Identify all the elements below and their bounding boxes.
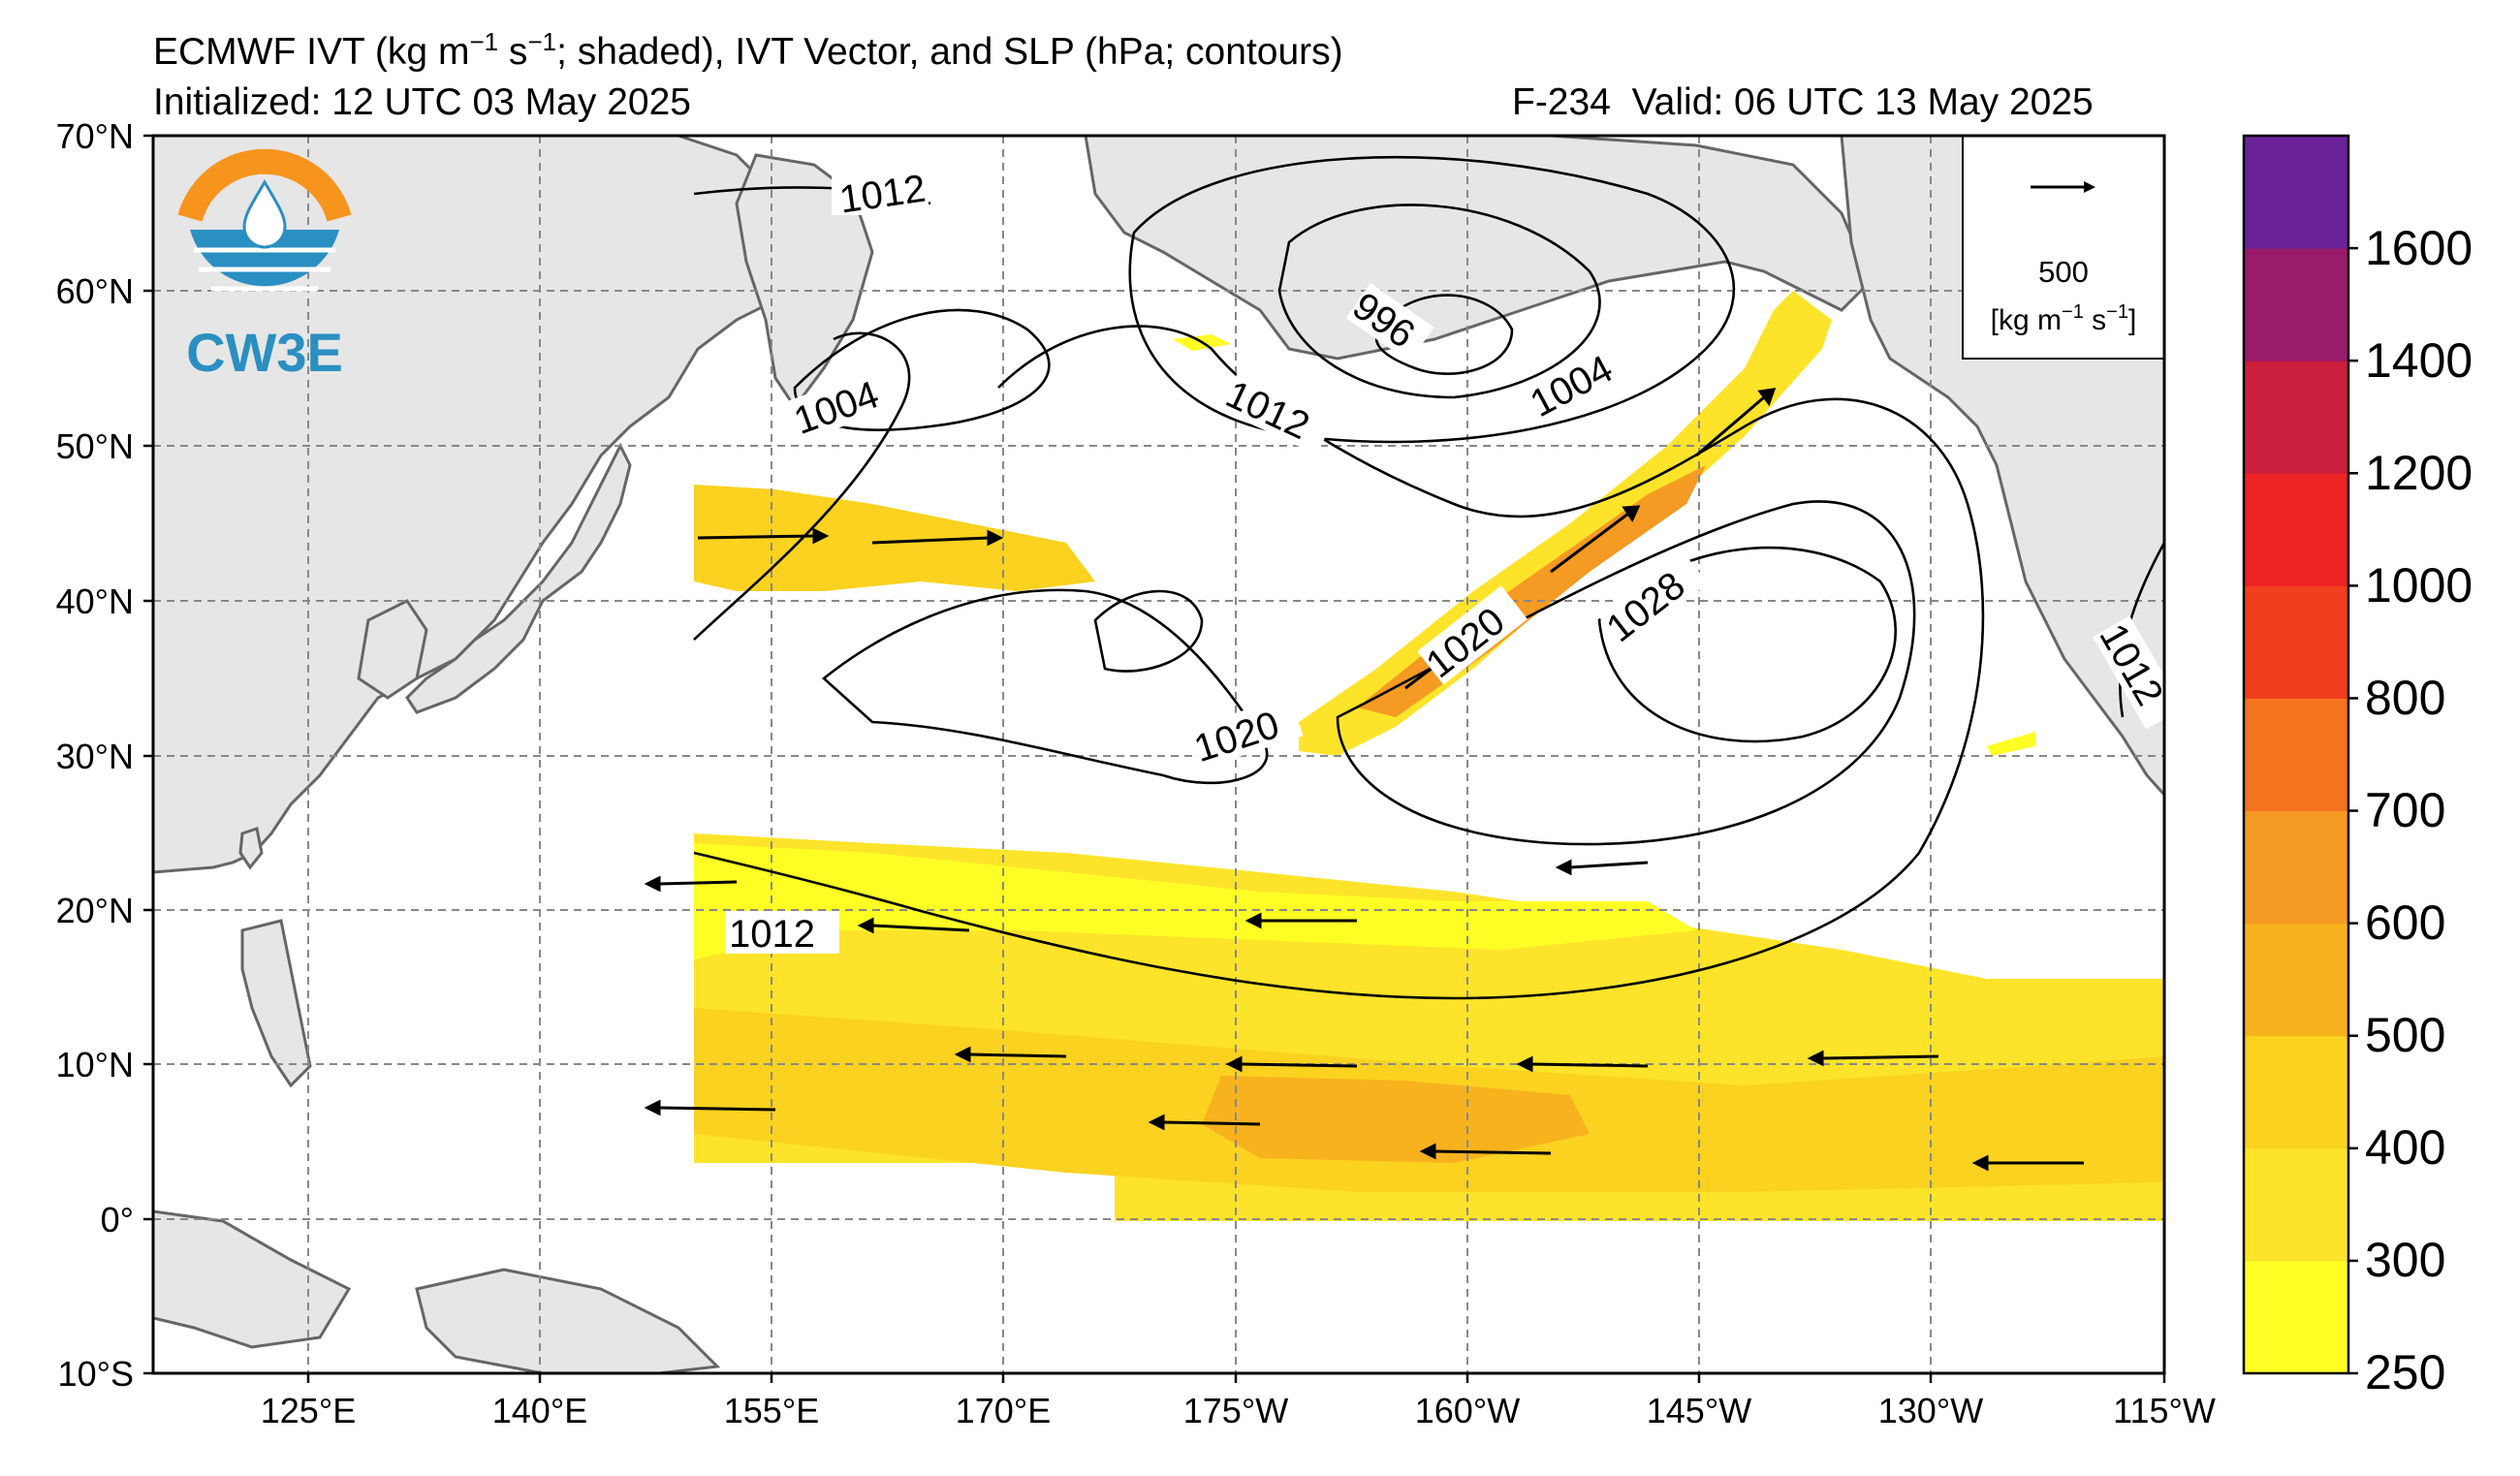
slp-contour-1012-west xyxy=(693,331,911,641)
logo-water-icon xyxy=(190,230,339,287)
axis-ticks xyxy=(143,134,2166,1383)
colorbar-segment xyxy=(2244,1147,2348,1262)
lat-label: 20°N xyxy=(56,891,134,930)
lon-label: 155°E xyxy=(724,1391,819,1430)
ivt-vector xyxy=(1971,1154,2084,1172)
land-taiwan xyxy=(238,827,264,870)
slp-contour-1004-inner xyxy=(1277,204,1601,399)
lat-labels: 70°N 60°N 50°N 40°N 30°N 20°N 10°N 0° 10… xyxy=(56,116,134,1394)
ivt-vector xyxy=(1807,1050,1939,1067)
initialized-time: Initialized: 12 UTC 03 May 2025 xyxy=(153,81,691,123)
colorbar-label: 400 xyxy=(2365,1120,2445,1175)
lon-label: 130°W xyxy=(1878,1391,1983,1430)
lon-label: 125°E xyxy=(261,1391,356,1430)
colorbar-segment xyxy=(2244,136,2348,249)
colorbar-label: 800 xyxy=(2365,671,2445,725)
ivt-vector xyxy=(1695,388,1777,457)
ivt-vector xyxy=(1225,1055,1358,1073)
ivt-vector xyxy=(1550,505,1641,574)
slp-contour-1028 xyxy=(1597,546,1897,743)
lat-label: 10°N xyxy=(56,1045,134,1084)
colorbar-frame xyxy=(2242,134,2350,1375)
slp-contour-1012-north xyxy=(1128,155,1736,444)
logo-text: CW3E xyxy=(186,322,343,383)
vector-key-arrow-icon xyxy=(2084,181,2095,193)
colorbar-segment xyxy=(2244,1035,2348,1149)
ivt-vector xyxy=(1419,1143,1552,1160)
ivt-vector xyxy=(871,529,1004,547)
vector-key-units: [kg m−1 s−1] xyxy=(1991,301,2137,336)
colorbar-label: 1600 xyxy=(2365,221,2473,275)
colorbar-label: 1400 xyxy=(2365,333,2473,388)
land-philippines xyxy=(240,919,312,1088)
ivt-shading xyxy=(694,291,2164,1221)
lon-label: 140°E xyxy=(492,1391,587,1430)
colorbar-label: 500 xyxy=(2365,1008,2445,1062)
ivt-nw-plume xyxy=(694,485,1095,591)
lat-label: 70°N xyxy=(56,116,134,156)
ivt-vector xyxy=(954,1046,1067,1063)
forecast-hour: F-234 xyxy=(1512,81,1611,123)
slp-label-1012-south: 1012 xyxy=(729,913,815,956)
slp-contour-low-996 xyxy=(1374,294,1514,375)
ivt-vector xyxy=(1516,1055,1649,1073)
lat-label: 0° xyxy=(101,1200,134,1240)
lon-label: 170°E xyxy=(956,1391,1051,1430)
colorbar-label: 600 xyxy=(2365,895,2445,950)
slp-contour-1020-small xyxy=(1093,589,1204,673)
ivt-vector xyxy=(1555,859,1649,876)
ivt-vector xyxy=(644,875,738,893)
lon-labels: 125°E 140°E 155°E 170°E 175°W 160°W 145°… xyxy=(261,1391,2216,1430)
water-drop-icon xyxy=(242,179,287,249)
ivt-vector xyxy=(1244,912,1357,929)
ivt-vector xyxy=(1148,1114,1261,1131)
colorbar-label: 300 xyxy=(2365,1233,2445,1287)
logo-ring-icon xyxy=(177,148,352,222)
land-japan xyxy=(405,442,632,714)
colorbar-label: 700 xyxy=(2365,783,2445,837)
cw3e-logo: CW3E xyxy=(177,148,352,383)
colorbar-label: 250 xyxy=(2365,1345,2445,1399)
ivt-small-plume2 xyxy=(1987,732,2035,756)
land-indonesia xyxy=(153,1209,352,1349)
valid-date: Valid: 06 UTC 13 May 2025 xyxy=(1631,81,2094,123)
lon-label: 145°W xyxy=(1647,1391,1751,1430)
ivt-vector xyxy=(644,1099,776,1116)
chart-title: ECMWF IVT (kg m−1 s−1; shaded), IVT Vect… xyxy=(153,27,1343,73)
slp-contour-1020-east xyxy=(1336,500,1916,846)
land-korea xyxy=(357,599,428,700)
valid-time: F-234 Valid: 06 UTC 13 May 2025 xyxy=(1512,83,2094,121)
colorbar-segment xyxy=(2244,473,2348,586)
ivt-atmospheric-river xyxy=(1299,291,1832,756)
land-new-guinea xyxy=(415,1268,721,1373)
colorbar-label: 1200 xyxy=(2365,446,2473,500)
colorbar-segment xyxy=(2244,810,2348,925)
vector-key: 500 [kg m−1 s−1] xyxy=(1962,136,2164,360)
graticule xyxy=(153,136,2164,1373)
lat-label: 40°N xyxy=(56,581,134,621)
lat-label: 60°N xyxy=(56,271,134,311)
lat-label: 50°N xyxy=(56,426,134,466)
lon-label: 160°W xyxy=(1415,1391,1520,1430)
colorbar-segment xyxy=(2244,923,2348,1037)
lat-label: 10°S xyxy=(58,1354,134,1394)
map-frame xyxy=(151,134,2166,1375)
colorbar-segment xyxy=(2244,1260,2348,1374)
lat-label: 30°N xyxy=(56,737,134,776)
colorbar: 250 300 400 500 600 700 800 1000 1200 14… xyxy=(2242,134,2473,1399)
lon-label: 175°W xyxy=(1183,1391,1288,1430)
colorbar-segment xyxy=(2244,698,2348,812)
ivt-vector xyxy=(857,917,970,934)
colorbar-segment xyxy=(2244,248,2348,361)
slp-contour-1004 xyxy=(793,308,1051,431)
colorbar-label: 1000 xyxy=(2365,558,2473,612)
vector-key-value: 500 xyxy=(2038,255,2089,289)
ivt-tropical-max xyxy=(1202,1076,1590,1163)
colorbar-segment xyxy=(2244,361,2348,474)
colorbar-segment xyxy=(2244,585,2348,699)
ivt-vector xyxy=(697,527,830,545)
lon-label: 115°W xyxy=(2113,1391,2216,1430)
